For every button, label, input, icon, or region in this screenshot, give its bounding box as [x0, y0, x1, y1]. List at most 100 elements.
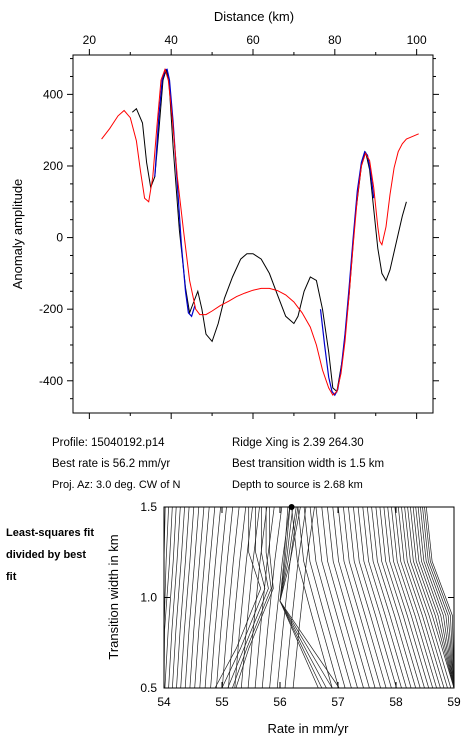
contour-x-tick-label: 59 [447, 695, 461, 709]
y-axis-label-bottom: Transition width in km [106, 534, 121, 659]
contour-line [315, 506, 358, 689]
contour-line [332, 506, 376, 689]
contour-line [279, 506, 323, 689]
top-panel: 20 40 60 80 100 -400 -200 0 200 400 Anomaly ampli… [10, 33, 439, 419]
ridge-xing-text: Ridge Xing is 2.39 264.30 [232, 437, 364, 449]
y-axis-label-top: Anomaly amplitude [10, 179, 25, 290]
top-ticks: 20 40 60 80 100 -400 -200 0 200 400 [39, 33, 439, 419]
contour-line [232, 507, 272, 689]
series-line-black [131, 69, 407, 393]
contour-line [279, 506, 340, 689]
contour-line [176, 506, 190, 689]
contour-line [279, 506, 333, 689]
contour-line [216, 506, 234, 689]
contour-line [425, 506, 455, 689]
contour-line [391, 506, 437, 689]
contour-line [375, 506, 421, 689]
series-line-blue [319, 150, 375, 397]
x-tick-label: 100 [407, 33, 427, 47]
contour-lines [163, 506, 455, 689]
depth-text: Depth to source is 2.68 km [232, 479, 363, 491]
contour-line [184, 506, 200, 689]
contour-line [240, 506, 260, 689]
contour-line [362, 506, 407, 689]
contour-title: Least-squares fit divided by best fit [6, 527, 95, 583]
contour-line [343, 506, 387, 689]
contour-line [227, 507, 269, 689]
contour-line [279, 506, 319, 689]
contour-line [172, 506, 185, 689]
contour-x-tick-label: 54 [157, 695, 171, 709]
contour-y-tick-label: 1.5 [140, 500, 157, 514]
contour-x-tick-label: 57 [331, 695, 345, 709]
contour-line [397, 506, 445, 689]
contour-line [412, 506, 455, 689]
contour-line [417, 506, 455, 689]
contour-line [357, 506, 402, 689]
contour-line [180, 506, 195, 689]
top-series [101, 67, 419, 397]
best-rate-text: Best rate is 56.2 mm/yr [52, 458, 171, 470]
contour-line [420, 506, 455, 689]
contour-line [424, 506, 455, 689]
contour-line [164, 506, 177, 689]
contour-line [284, 506, 307, 689]
y-tick-label: 400 [43, 87, 63, 101]
contour-line [210, 506, 227, 689]
x-axis-label-bottom: Rate in mm/yr [268, 721, 350, 736]
y-tick-label: -200 [39, 302, 63, 316]
x-tick-label: 60 [246, 33, 260, 47]
contour-line [348, 506, 392, 689]
contour-line [261, 506, 283, 689]
contour-line [379, 506, 425, 689]
contour-line [221, 507, 266, 689]
contour-line [422, 506, 455, 689]
contour-line [337, 506, 381, 689]
contour-line [291, 506, 333, 689]
contour-line [327, 506, 370, 689]
contour-line [279, 506, 327, 689]
contour-x-tick-label: 56 [273, 695, 287, 709]
contour-line [309, 506, 352, 689]
x-tick-label: 40 [165, 33, 179, 47]
series-line-red [101, 67, 419, 396]
contour-line [247, 506, 268, 689]
contour-line [415, 506, 455, 689]
bottom-panel: 54 55 56 57 58 59 0.5 1.0 1.5 Rate in mm/yr Tran… [106, 500, 461, 736]
contour-line [401, 506, 448, 689]
x-tick-label: 20 [83, 33, 97, 47]
contour-line [276, 506, 299, 689]
contour-y-tick-label: 0.5 [140, 681, 157, 695]
contour-line [366, 506, 412, 689]
y-tick-label: -400 [39, 374, 63, 388]
contour-line [404, 506, 452, 689]
contour-line [189, 506, 205, 689]
contour-line [353, 506, 397, 689]
contour-line [297, 506, 340, 689]
contour-line [194, 506, 210, 689]
y-tick-label: 200 [43, 159, 63, 173]
x-tick-label: 80 [328, 33, 342, 47]
contour-line [254, 506, 275, 689]
contour-line [394, 506, 441, 689]
contour-line [321, 506, 364, 689]
contour-line [234, 506, 253, 689]
contour-y-tick-label: 1.0 [140, 591, 157, 605]
contour-line [199, 506, 216, 689]
contour-line [407, 506, 455, 689]
contour-line [383, 506, 430, 689]
contour-line [292, 506, 315, 689]
contour-x-tick-label: 58 [389, 695, 403, 709]
x-axis-label-top: Distance (km) [214, 9, 294, 24]
contour-line [204, 506, 221, 689]
contour-line [214, 507, 262, 689]
profile-text: Profile: 15040192.p14 [52, 437, 165, 449]
contour-line [221, 506, 240, 689]
contour-x-tick-label: 55 [215, 695, 229, 709]
contour-line [387, 506, 434, 689]
best-fit-marker [288, 504, 295, 510]
bottom-ticks: 54 55 56 57 58 59 0.5 1.0 1.5 [140, 500, 461, 709]
contour-line [303, 506, 346, 689]
y-tick-label: 0 [56, 231, 63, 245]
